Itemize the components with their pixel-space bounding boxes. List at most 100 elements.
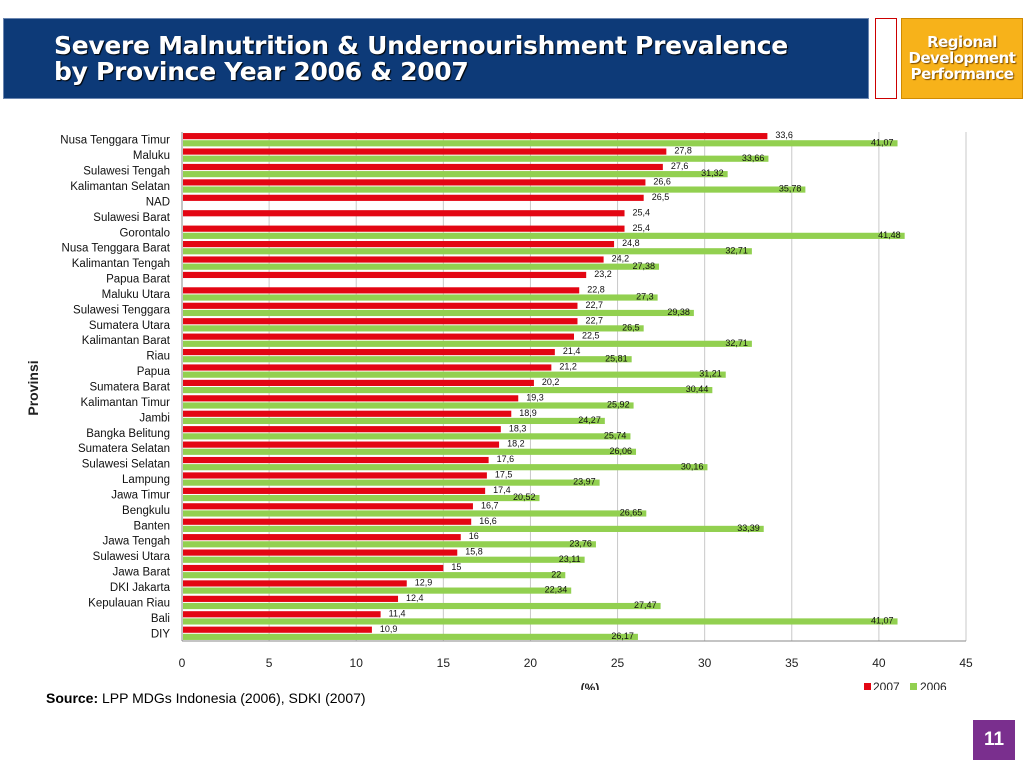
data-label-2007: 21,4 [563, 346, 581, 356]
data-label-2006: 41,07 [871, 137, 894, 147]
bar-2006 [183, 387, 713, 394]
x-tick-label: 0 [179, 656, 186, 670]
page-subtitle: by Province Year 2006 & 2007 [54, 57, 469, 86]
category-label: Jawa Barat [112, 567, 170, 579]
category-label: Kalimantan Barat [82, 335, 171, 347]
data-label-2006: 20,52 [513, 492, 536, 502]
data-label-2007: 27,6 [671, 161, 689, 171]
bar-2007 [183, 364, 552, 371]
page-title: Severe Malnutrition & Undernourishment P… [54, 31, 788, 60]
category-label: Jawa Timur [111, 489, 170, 501]
category-label: Kepulauan Riau [88, 597, 170, 609]
bar-2006 [183, 171, 728, 178]
data-label-2006: 23,97 [573, 477, 596, 487]
bar-2007 [183, 379, 534, 386]
data-label-2007: 19,3 [526, 392, 544, 402]
source-text: LPP MDGs Indonesia (2006), SDKI (2007) [102, 690, 366, 706]
data-label-2006: 41,07 [871, 616, 894, 626]
data-label-2006: 25,74 [604, 430, 627, 440]
bar-2006 [183, 572, 566, 579]
data-label-2006: 26,06 [609, 446, 632, 456]
bar-2006 [183, 232, 905, 239]
data-label-2007: 17,6 [497, 454, 515, 464]
category-label: Kalimantan Selatan [70, 181, 170, 193]
bar-2007 [183, 534, 461, 541]
category-label: NAD [146, 196, 170, 208]
bar-2006 [183, 340, 752, 347]
bar-2007 [183, 302, 578, 309]
data-label-2006: 26,17 [611, 631, 634, 641]
data-label-2007: 22,5 [582, 331, 600, 341]
x-tick-label: 45 [959, 656, 973, 670]
category-label: Bangka Belitung [86, 428, 170, 440]
data-label-2007: 18,2 [507, 439, 525, 449]
data-label-2007: 18,3 [509, 423, 527, 433]
bar-2007 [183, 133, 768, 140]
data-label-2007: 22,7 [585, 315, 603, 325]
bar-2006 [183, 602, 661, 610]
bar-2007 [183, 241, 615, 248]
bar-2006 [183, 309, 694, 317]
data-label-2007: 24,8 [622, 238, 640, 248]
data-label-2007: 17,4 [493, 485, 511, 495]
bar-2006 [183, 618, 898, 625]
x-tick-label: 30 [698, 656, 712, 670]
data-label-2006: 25,92 [607, 400, 630, 410]
badge-line: Performance [910, 65, 1014, 83]
page-number: 11 [973, 720, 1015, 760]
category-label: Sumatera Barat [89, 382, 170, 394]
data-label-2006: 41,48 [878, 230, 901, 240]
data-label-2006: 26,65 [620, 508, 643, 518]
category-label: Maluku [133, 150, 170, 162]
bar-2006 [183, 494, 540, 502]
data-label-2007: 16,6 [479, 516, 497, 526]
data-label-2006: 25,81 [605, 353, 628, 363]
data-label-2006: 31,21 [699, 369, 722, 379]
category-label: Maluku Utara [102, 289, 171, 301]
data-label-2006: 27,38 [632, 261, 655, 271]
bar-2007 [183, 518, 472, 525]
bar-2007 [183, 611, 381, 618]
bar-2006 [183, 155, 769, 162]
bar-2006 [183, 263, 660, 270]
data-label-2006: 33,39 [737, 523, 760, 533]
category-label: Sulawesi Barat [93, 212, 171, 224]
category-label: Gorontalo [119, 227, 170, 239]
header-bar: Severe Malnutrition & Undernourishment P… [3, 18, 869, 99]
bar-2007 [183, 564, 444, 572]
bar-2007 [183, 225, 625, 232]
data-label-2007: 10,9 [380, 624, 398, 634]
data-label-2006: 32,71 [725, 245, 748, 255]
bar-2007 [183, 287, 580, 294]
data-label-2007: 27,8 [674, 146, 692, 156]
x-tick-label: 25 [611, 656, 625, 670]
data-label-2006: 27,3 [636, 292, 654, 302]
data-label-2006: 30,44 [686, 384, 709, 394]
badge-line: Regional [927, 33, 997, 51]
bar-2007 [183, 210, 625, 217]
bar-2007 [183, 163, 663, 171]
category-label: Jambi [139, 412, 170, 424]
data-label-2006: 29,38 [667, 307, 690, 317]
category-label: Sumatera Utara [89, 320, 171, 332]
x-tick-label: 15 [437, 656, 451, 670]
category-label: Sumatera Selatan [78, 443, 170, 455]
data-label-2006: 30,16 [681, 461, 704, 471]
data-label-2006: 22,34 [545, 585, 568, 595]
data-label-2007: 18,9 [519, 408, 537, 418]
bar-2007 [183, 549, 458, 556]
data-label-2007: 26,5 [652, 192, 670, 202]
bar-2006 [183, 371, 726, 378]
data-label-2006: 35,78 [779, 184, 802, 194]
bar-2006 [183, 325, 644, 332]
bar-2006 [183, 556, 585, 563]
x-tick-label: 35 [785, 656, 799, 670]
category-label: Papua [137, 366, 171, 378]
bar-2007 [183, 441, 500, 448]
x-tick-label: 40 [872, 656, 886, 670]
data-label-2007: 24,2 [612, 254, 630, 264]
bar-2007 [183, 503, 473, 510]
bar-2007 [183, 395, 519, 402]
data-label-2007: 15 [451, 562, 461, 572]
decorative-box [875, 18, 897, 99]
